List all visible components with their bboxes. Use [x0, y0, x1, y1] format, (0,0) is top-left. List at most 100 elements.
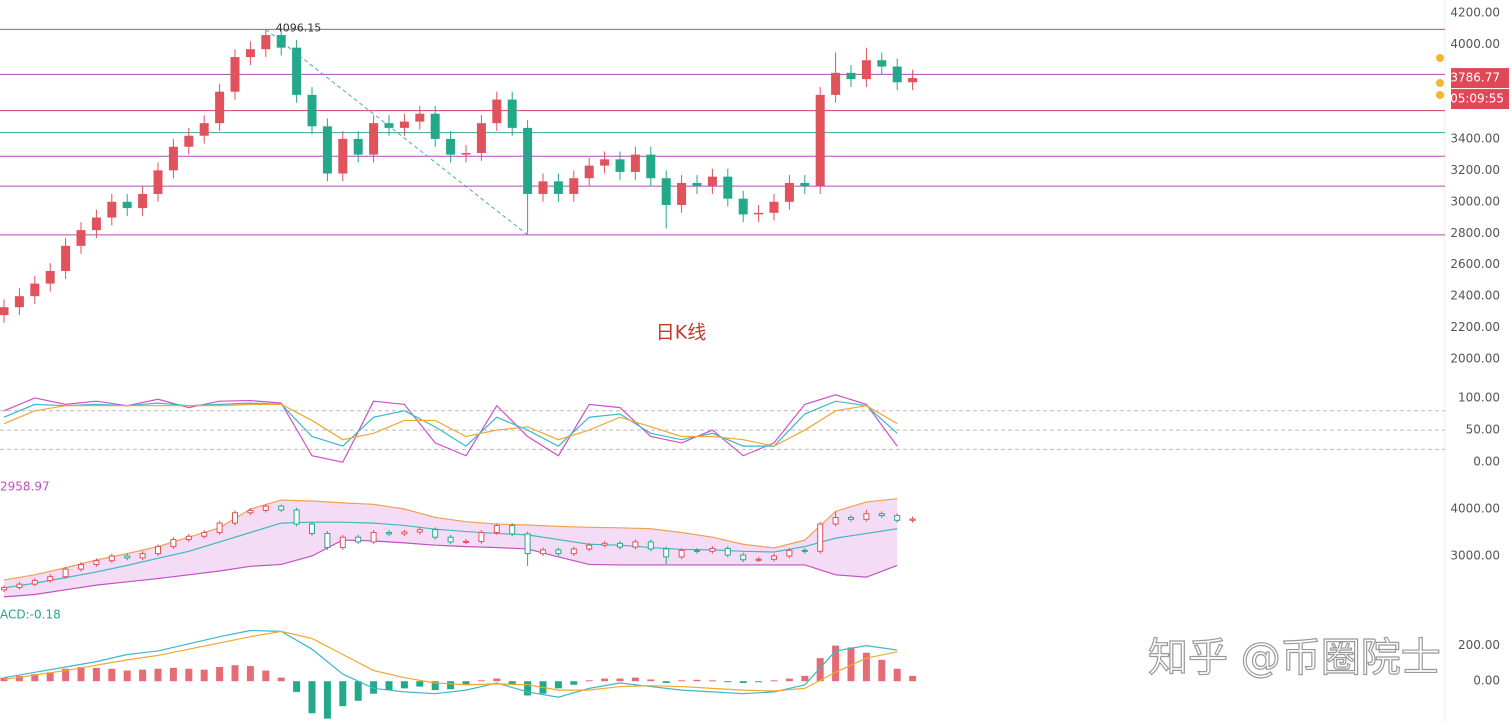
- histogram-bar: [524, 681, 532, 696]
- indicator-line: [3, 394, 898, 463]
- band-label: 2958.97: [0, 480, 50, 494]
- candle-body: [261, 35, 271, 50]
- histogram-bar: [755, 681, 763, 683]
- histogram-bar: [262, 670, 270, 682]
- histogram-bar: [785, 678, 793, 682]
- candle-body: [416, 529, 423, 533]
- chart-title: 日K线: [656, 322, 706, 344]
- candle-body: [278, 505, 285, 511]
- histogram-bar: [770, 680, 778, 682]
- y-tick-label: 2600.00: [1450, 257, 1500, 271]
- candle-body: [201, 532, 208, 537]
- countdown-label: 05:09:55: [1450, 92, 1504, 106]
- candle-body: [786, 549, 793, 557]
- candle-body: [292, 47, 302, 95]
- histogram-bar: [46, 672, 54, 682]
- candle-body: [386, 532, 392, 535]
- candle-body: [447, 536, 454, 543]
- histogram-bar: [662, 681, 670, 684]
- candle-body: [232, 512, 238, 524]
- candle-body: [677, 182, 687, 205]
- y-tick-label: 3400.00: [1450, 131, 1500, 145]
- candle-body: [47, 576, 54, 581]
- candle-body: [848, 516, 854, 520]
- candle-body: [153, 170, 163, 194]
- y-tick-label: 2200.00: [1450, 320, 1500, 334]
- candle-body: [492, 99, 502, 124]
- candle-body: [817, 523, 824, 552]
- histogram-bar: [200, 669, 208, 682]
- candle-body: [694, 549, 700, 552]
- histogram-bar: [678, 680, 686, 682]
- candle-body: [262, 505, 269, 511]
- histogram-bar: [139, 669, 147, 682]
- candle-body: [230, 57, 240, 92]
- candle-body: [461, 153, 471, 155]
- candle-body: [14, 296, 24, 308]
- y-tick-label: 3200.00: [1450, 163, 1500, 177]
- candle-body: [584, 165, 594, 179]
- candle-body: [430, 113, 440, 139]
- candle-body: [322, 126, 332, 174]
- histogram-bar: [647, 679, 655, 682]
- histogram-bar: [246, 666, 254, 682]
- candle-body: [617, 542, 623, 548]
- candle-body: [139, 553, 146, 559]
- candle-body: [846, 72, 856, 80]
- candle-body: [276, 35, 286, 48]
- y-tick-label: 100.00: [1458, 390, 1500, 404]
- histogram-bar: [631, 677, 639, 682]
- y-tick-label: 2400.00: [1450, 289, 1500, 303]
- candle-body: [538, 181, 548, 194]
- histogram-bar: [693, 679, 701, 682]
- histogram-bar: [31, 674, 39, 682]
- candle-body: [615, 159, 625, 172]
- histogram-bar: [447, 681, 455, 690]
- candle-body: [894, 515, 901, 521]
- candle-body: [170, 539, 177, 548]
- candle-body: [476, 123, 486, 154]
- countdown-box: [1451, 89, 1509, 110]
- histogram-bar: [832, 645, 840, 682]
- y-tick-label: 50.00: [1466, 423, 1500, 437]
- candle-body: [91, 217, 101, 231]
- candle-body: [601, 542, 608, 546]
- candle-body: [61, 245, 71, 272]
- candle-body: [355, 536, 362, 543]
- histogram-bar: [77, 666, 85, 682]
- upper-band: [3, 498, 898, 581]
- candle-body: [31, 579, 38, 585]
- candle-body: [553, 181, 563, 194]
- candle-body: [600, 159, 610, 166]
- histogram-bar: [216, 666, 224, 682]
- histogram-bar: [385, 681, 393, 691]
- marker-dot: [1436, 79, 1444, 87]
- candle-body: [247, 509, 254, 514]
- histogram-bar: [585, 680, 593, 682]
- candle-body: [724, 547, 731, 556]
- middle-band: [3, 521, 898, 589]
- candle-body: [801, 549, 808, 552]
- last-price-box: [1451, 68, 1509, 89]
- candle-body: [45, 271, 55, 284]
- candle-body: [863, 513, 870, 520]
- histogram-bar: [878, 659, 886, 682]
- candle-body: [586, 544, 593, 550]
- histogram-bar: [462, 681, 470, 685]
- histogram-bar: [893, 668, 901, 682]
- candle-body: [555, 549, 562, 555]
- histogram-bar: [339, 681, 347, 707]
- candle-body: [415, 113, 425, 122]
- histogram-bar: [477, 680, 485, 682]
- candle-body: [630, 154, 640, 172]
- candle-body: [309, 523, 315, 534]
- candle-body: [216, 522, 223, 534]
- candle-body: [16, 583, 23, 588]
- candle-body: [524, 533, 531, 555]
- candle-body: [245, 49, 255, 58]
- y-tick-label: 200.00: [1458, 638, 1500, 652]
- candle-body: [569, 178, 579, 194]
- watermark: 知乎 @币圈院士: [1148, 635, 1441, 681]
